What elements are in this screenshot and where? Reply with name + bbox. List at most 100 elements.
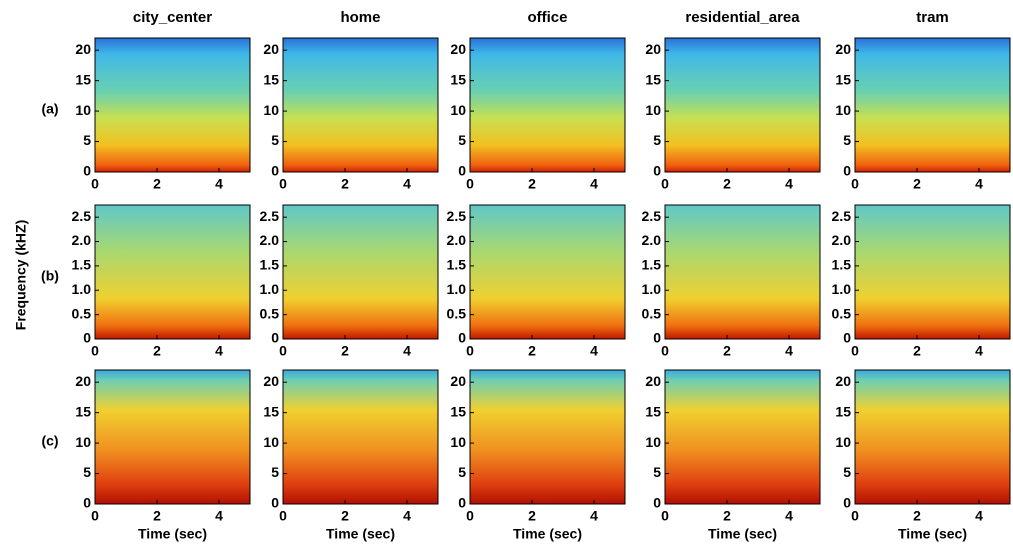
x-tick-label: 2 xyxy=(913,176,921,192)
x-axis-label: Time (sec) xyxy=(326,526,395,542)
y-tick-label: 0 xyxy=(83,330,91,346)
x-tick-label: 0 xyxy=(91,508,99,524)
panel-frame xyxy=(469,369,626,505)
y-tick-label: 1.5 xyxy=(260,257,280,273)
column-title: home xyxy=(340,9,380,26)
y-tick-label: 2.5 xyxy=(447,208,467,224)
y-tick-label: 5 xyxy=(843,464,851,480)
y-tick-label: 15 xyxy=(450,403,466,419)
x-tick-label: 2 xyxy=(341,343,349,359)
y-tick-label: 2.5 xyxy=(642,208,662,224)
y-tick-label: 5 xyxy=(458,464,466,480)
spectrogram xyxy=(470,370,625,504)
x-tick-label: 4 xyxy=(785,176,793,192)
y-tick-label: 0 xyxy=(653,330,661,346)
y-tick-label: 5 xyxy=(83,132,91,148)
y-tick-label: 10 xyxy=(450,102,466,118)
y-tick-label: 1.0 xyxy=(447,281,467,297)
panel-frame xyxy=(664,204,821,340)
y-tick-label: 0 xyxy=(653,163,661,179)
y-tick-label: 15 xyxy=(263,71,279,87)
y-tick-label: 20 xyxy=(75,41,91,57)
x-tick-label: 2 xyxy=(153,343,161,359)
x-tick-label: 4 xyxy=(975,508,983,524)
y-tick-label: 10 xyxy=(645,102,661,118)
y-tick-label: 0 xyxy=(271,163,279,179)
panel-frame xyxy=(94,204,251,340)
y-tick-label: 20 xyxy=(75,373,91,389)
y-tick-label: 0 xyxy=(458,163,466,179)
y-tick-label: 1.5 xyxy=(832,257,852,273)
y-tick-label: 20 xyxy=(450,373,466,389)
y-tick-label: 0 xyxy=(653,495,661,511)
spectrogram xyxy=(283,205,438,339)
panel-frame xyxy=(664,369,821,505)
column-title: city_center xyxy=(133,9,212,26)
panel-frame xyxy=(282,369,439,505)
y-tick-label: 20 xyxy=(835,373,851,389)
y-tick-label: 2.5 xyxy=(260,208,280,224)
panel-frame xyxy=(94,369,251,505)
panel-frame xyxy=(664,37,821,173)
y-tick-label: 5 xyxy=(271,132,279,148)
y-tick-label: 15 xyxy=(75,71,91,87)
x-tick-label: 4 xyxy=(785,343,793,359)
y-tick-label: 2.0 xyxy=(832,232,852,248)
y-tick-label: 20 xyxy=(450,41,466,57)
x-tick-label: 2 xyxy=(913,508,921,524)
spectrogram xyxy=(855,38,1010,172)
x-tick-label: 4 xyxy=(785,508,793,524)
y-tick-label: 10 xyxy=(450,434,466,450)
row-label: (c) xyxy=(41,433,58,449)
y-tick-label: 2.0 xyxy=(642,232,662,248)
x-tick-label: 0 xyxy=(661,176,669,192)
y-axis-label: Frequency (kHZ) xyxy=(13,220,29,330)
y-tick-label: 1.0 xyxy=(260,281,280,297)
x-tick-label: 2 xyxy=(341,176,349,192)
y-tick-label: 0 xyxy=(83,163,91,179)
spectrogram xyxy=(855,370,1010,504)
x-axis-label: Time (sec) xyxy=(513,526,582,542)
y-tick-label: 0 xyxy=(458,495,466,511)
y-tick-label: 0 xyxy=(271,330,279,346)
x-tick-label: 2 xyxy=(528,508,536,524)
x-tick-label: 0 xyxy=(661,508,669,524)
x-tick-label: 4 xyxy=(403,343,411,359)
y-tick-label: 10 xyxy=(835,102,851,118)
x-tick-label: 4 xyxy=(590,176,598,192)
x-tick-label: 0 xyxy=(466,508,474,524)
y-tick-label: 15 xyxy=(75,403,91,419)
y-tick-label: 0.5 xyxy=(72,305,92,321)
panel-frame xyxy=(282,204,439,340)
x-tick-label: 4 xyxy=(590,508,598,524)
y-tick-label: 0.5 xyxy=(642,305,662,321)
x-tick-label: 2 xyxy=(528,176,536,192)
spectrogram xyxy=(470,38,625,172)
x-tick-label: 0 xyxy=(851,343,859,359)
y-tick-label: 15 xyxy=(835,403,851,419)
y-tick-label: 15 xyxy=(645,71,661,87)
y-tick-label: 15 xyxy=(450,71,466,87)
x-tick-label: 0 xyxy=(851,508,859,524)
x-tick-label: 4 xyxy=(403,176,411,192)
panel-frame xyxy=(469,37,626,173)
y-tick-label: 1.5 xyxy=(447,257,467,273)
y-tick-label: 10 xyxy=(75,434,91,450)
y-tick-label: 1.5 xyxy=(72,257,92,273)
y-tick-label: 15 xyxy=(263,403,279,419)
y-tick-label: 0 xyxy=(843,330,851,346)
y-tick-label: 5 xyxy=(271,464,279,480)
spectrogram xyxy=(665,205,820,339)
x-tick-label: 0 xyxy=(661,343,669,359)
y-tick-label: 5 xyxy=(83,464,91,480)
y-tick-label: 5 xyxy=(653,132,661,148)
x-tick-label: 0 xyxy=(279,176,287,192)
column-title: office xyxy=(527,9,567,26)
y-tick-label: 1.0 xyxy=(642,281,662,297)
y-tick-label: 0.5 xyxy=(447,305,467,321)
x-tick-label: 4 xyxy=(975,343,983,359)
y-tick-label: 0 xyxy=(458,330,466,346)
panel-frame xyxy=(854,369,1011,505)
y-tick-label: 10 xyxy=(263,434,279,450)
